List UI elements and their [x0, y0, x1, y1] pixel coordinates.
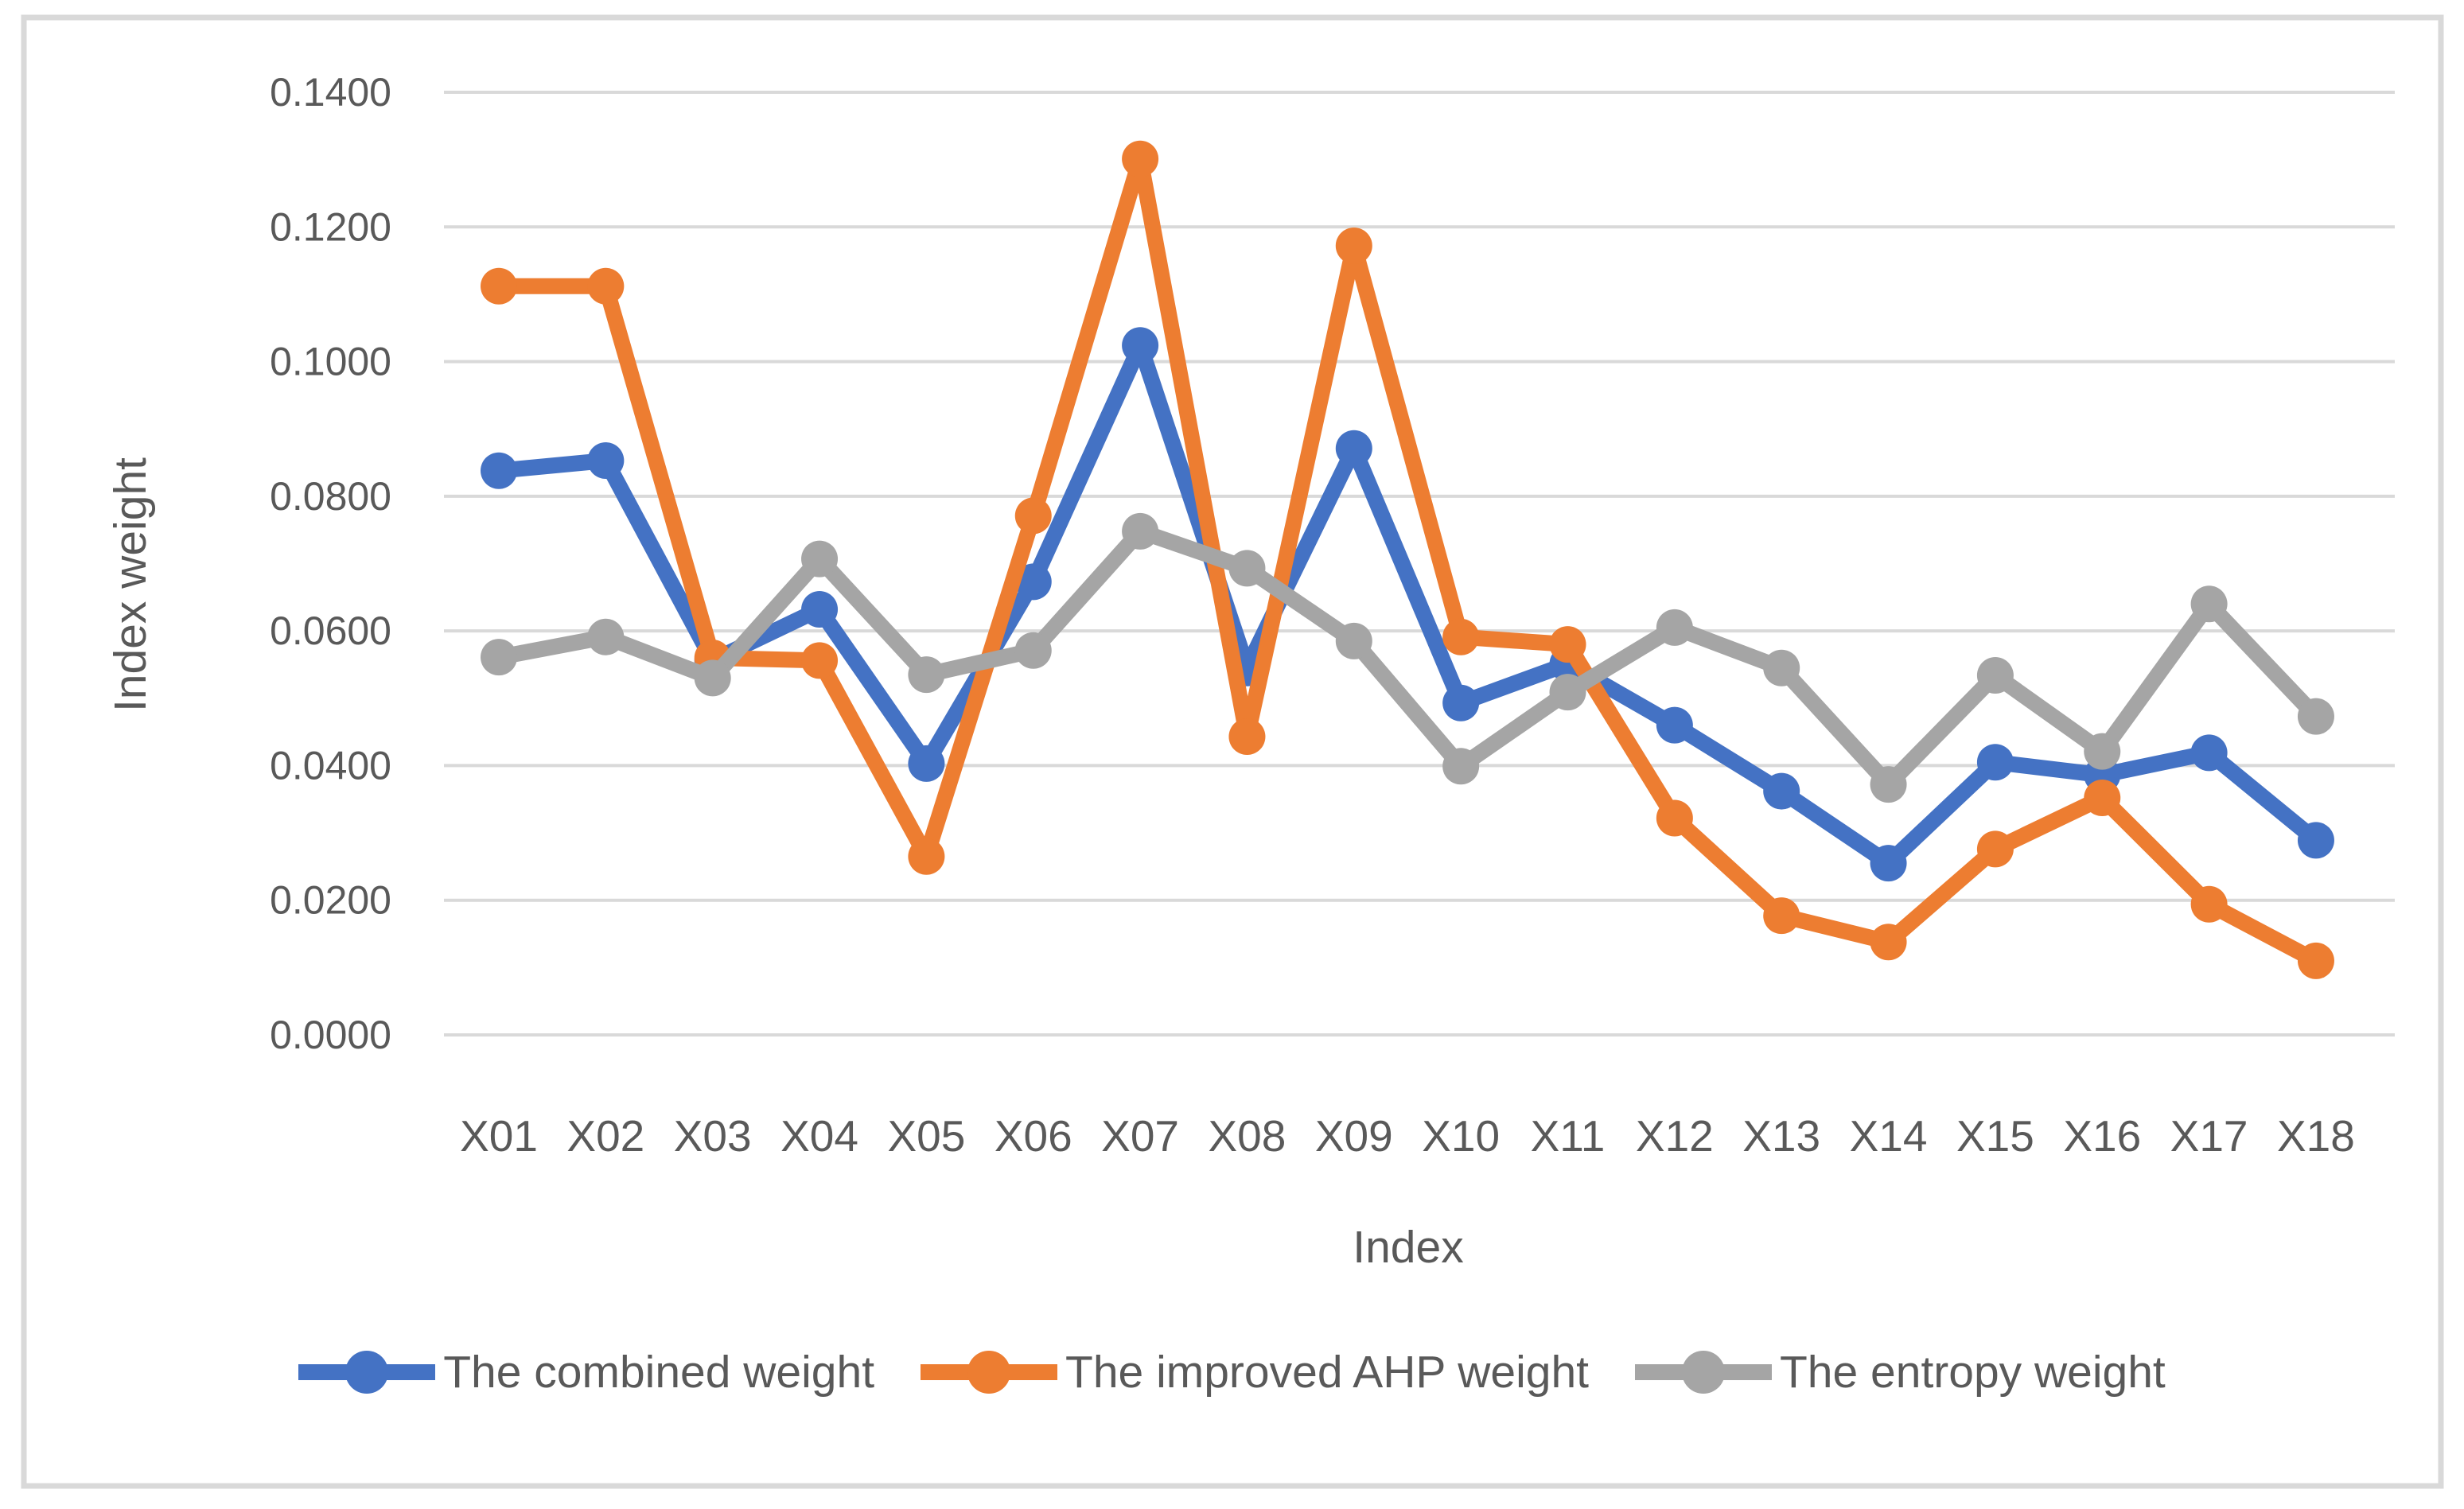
data-point-marker-entropy [587, 618, 625, 655]
data-point-marker-entropy [1335, 622, 1372, 659]
data-point-marker-combined [1870, 845, 1907, 882]
data-point-marker-entropy [1442, 748, 1480, 785]
x-tick-label: X08 [1209, 1111, 1286, 1161]
data-point-marker-combined [908, 745, 945, 782]
data-point-marker-improved-ahp [1335, 227, 1372, 264]
data-point-marker-entropy [1763, 649, 1800, 686]
data-point-marker-combined [1335, 430, 1372, 467]
data-point-marker-combined [1656, 706, 1693, 744]
data-point-marker-entropy [2297, 698, 2334, 735]
data-point-marker-improved-ahp [908, 838, 945, 875]
x-tick-label: X01 [460, 1111, 538, 1161]
data-point-marker-entropy [1656, 609, 1693, 646]
series-line-entropy [491, 523, 2324, 793]
data-point-marker-improved-ahp [1442, 618, 1480, 655]
legend-label: The combined weight [443, 1347, 875, 1398]
x-tick-label: X15 [1956, 1111, 2034, 1161]
y-tick-label: 0.0800 [270, 474, 391, 519]
legend-label: The improved AHP weight [1065, 1347, 1589, 1398]
y-tick-label: 0.0200 [270, 878, 391, 923]
y-tick-label: 0.1000 [270, 340, 391, 384]
data-point-marker-combined [1442, 684, 1480, 721]
data-point-marker-improved-ahp [1122, 140, 1159, 177]
chart-border [21, 14, 2444, 1489]
data-point-marker-combined [2297, 822, 2334, 859]
data-point-marker-combined [1014, 563, 1052, 601]
data-point-marker-entropy [481, 639, 517, 676]
legend-item-combined: The combined weight [298, 1346, 874, 1398]
data-point-marker-improved-ahp [1976, 830, 2014, 868]
data-point-marker-entropy [1870, 766, 1907, 803]
x-tick-label: X06 [995, 1111, 1072, 1161]
x-tick-label: X14 [1850, 1111, 1928, 1161]
data-point-marker-improved-ahp [2190, 885, 2228, 923]
data-point-marker-improved-ahp [1549, 626, 1586, 663]
y-tick-label: 0.0600 [270, 609, 391, 653]
legend-marker-entropy-icon [1634, 1351, 1772, 1394]
data-point-marker-entropy [2190, 585, 2228, 623]
x-tick-label: X04 [780, 1111, 858, 1161]
data-point-marker-improved-ahp [2297, 942, 2334, 979]
legend-item-entropy: The entropy weight [1634, 1346, 2166, 1398]
data-point-marker-improved-ahp [2084, 780, 2121, 817]
data-point-marker-combined [1976, 744, 2014, 781]
y-tick-label: 0.1400 [270, 70, 391, 115]
y-tick-label: 0.1200 [270, 204, 391, 249]
data-point-marker-entropy [1228, 550, 1266, 587]
data-point-marker-entropy [801, 540, 839, 578]
data-point-marker-improved-ahp [1870, 924, 1907, 961]
data-point-marker-entropy [1014, 632, 1052, 669]
data-point-marker-entropy [1122, 512, 1159, 550]
x-tick-label: X02 [566, 1111, 644, 1161]
x-tick-label: X18 [2277, 1111, 2355, 1161]
data-point-marker-combined [801, 591, 839, 628]
x-tick-label: X07 [1101, 1111, 1179, 1161]
data-point-marker-entropy [1976, 657, 2014, 694]
data-point-marker-combined [1122, 327, 1159, 364]
data-point-marker-improved-ahp [801, 642, 839, 679]
data-point-marker-combined [481, 452, 517, 489]
y-tick-label: 0.0000 [270, 1013, 391, 1057]
x-tick-label: X17 [2170, 1111, 2248, 1161]
data-point-marker-entropy [908, 656, 945, 694]
data-point-marker-improved-ahp [1763, 897, 1800, 935]
data-point-marker-combined [1763, 772, 1800, 810]
data-point-marker-entropy [2084, 733, 2121, 770]
data-point-marker-improved-ahp [481, 267, 517, 305]
x-tick-label: X13 [1742, 1111, 1820, 1161]
data-point-marker-combined [2190, 734, 2228, 772]
y-axis-title: Index weight [105, 457, 156, 712]
x-tick-label: X16 [2063, 1111, 2141, 1161]
legend-marker-combined-icon [298, 1351, 436, 1394]
data-point-marker-improved-ahp [1014, 497, 1052, 535]
x-tick-label: X05 [887, 1111, 965, 1161]
x-tick-label: X11 [1531, 1111, 1606, 1161]
data-point-marker-combined [587, 441, 625, 479]
data-point-marker-improved-ahp [587, 267, 625, 305]
x-axis-title: Index [1353, 1222, 1463, 1273]
legend-label: The entropy weight [1779, 1347, 2166, 1398]
data-point-marker-improved-ahp [1228, 718, 1266, 756]
data-point-marker-entropy [694, 659, 731, 697]
data-point-marker-improved-ahp [1656, 799, 1693, 837]
legend-item-improved-ahp: The improved AHP weight [921, 1346, 1589, 1398]
legend: The combined weight The improved AHP weig… [0, 1346, 2464, 1398]
x-tick-label: X09 [1315, 1111, 1393, 1161]
x-tick-label: X12 [1636, 1111, 1714, 1161]
x-tick-label: X10 [1422, 1111, 1500, 1161]
x-tick-label: X03 [674, 1111, 752, 1161]
y-tick-label: 0.0400 [270, 743, 391, 788]
legend-marker-improved-ahp-icon [921, 1351, 1058, 1394]
data-point-marker-entropy [1549, 674, 1586, 711]
